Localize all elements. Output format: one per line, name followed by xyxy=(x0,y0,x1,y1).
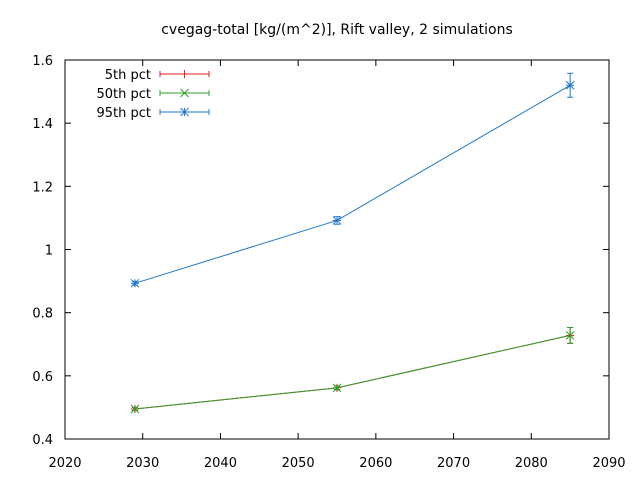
y-tick-label: 1.4 xyxy=(32,117,53,132)
legend-label: 50th pct xyxy=(96,87,151,102)
series-line xyxy=(134,84,571,284)
legend-marker xyxy=(180,88,189,98)
legend: 5th pct 50th pct 95th pct xyxy=(96,68,210,121)
legend-marker xyxy=(180,107,189,117)
x-tick-label: 2020 xyxy=(48,456,81,471)
data-point-stroke xyxy=(332,383,342,393)
data-point xyxy=(332,216,342,225)
y-tick-label: 1 xyxy=(45,244,53,259)
data-point xyxy=(565,80,575,90)
legend-entry: 50th pct xyxy=(96,87,210,102)
data-point-stroke xyxy=(565,331,575,340)
y-tick-label: 0.8 xyxy=(32,307,53,322)
legend-entry: 5th pct xyxy=(105,68,210,83)
series-line xyxy=(134,334,571,410)
data-point xyxy=(332,383,342,393)
y-tick-label: 0.6 xyxy=(32,370,53,385)
data-point xyxy=(565,331,575,340)
legend-label: 5th pct xyxy=(105,68,151,83)
y-tick-label: 1.2 xyxy=(32,180,53,195)
x-tick-label: 2040 xyxy=(204,456,237,471)
y-axis: 0.4 0.6 0.8 1 1.2 1.4 1.6 xyxy=(32,54,609,448)
data-point-stroke xyxy=(130,404,140,414)
legend-label: 95th pct xyxy=(96,106,151,121)
x-tick-label: 2080 xyxy=(515,456,548,471)
legend-entry: 95th pct xyxy=(96,106,210,121)
x-tick-label: 2060 xyxy=(359,456,392,471)
x-axis: 2020 2030 2040 2050 2060 2070 2080 2090 xyxy=(48,60,626,471)
legend-marker-stroke xyxy=(180,88,189,98)
data-point xyxy=(130,278,140,288)
series-3 xyxy=(130,72,575,288)
data-point-stroke xyxy=(565,80,575,90)
series-layer xyxy=(130,72,575,414)
series-line xyxy=(134,334,571,410)
data-point-stroke xyxy=(130,278,140,288)
x-tick-label: 2090 xyxy=(592,456,625,471)
chart-title: cvegag-total [kg/(m^2)], Rift valley, 2 … xyxy=(161,22,513,38)
x-tick-label: 2070 xyxy=(437,456,470,471)
series-1 xyxy=(130,327,575,413)
data-point xyxy=(130,404,140,414)
legend-marker-stroke xyxy=(180,107,189,117)
x-tick-label: 2030 xyxy=(126,456,159,471)
y-tick-label: 1.6 xyxy=(32,54,53,69)
series-2 xyxy=(130,327,575,414)
y-tick-label: 0.4 xyxy=(32,433,53,448)
legend-marker xyxy=(180,70,189,78)
x-tick-label: 2050 xyxy=(282,456,315,471)
data-point-stroke xyxy=(332,216,342,225)
